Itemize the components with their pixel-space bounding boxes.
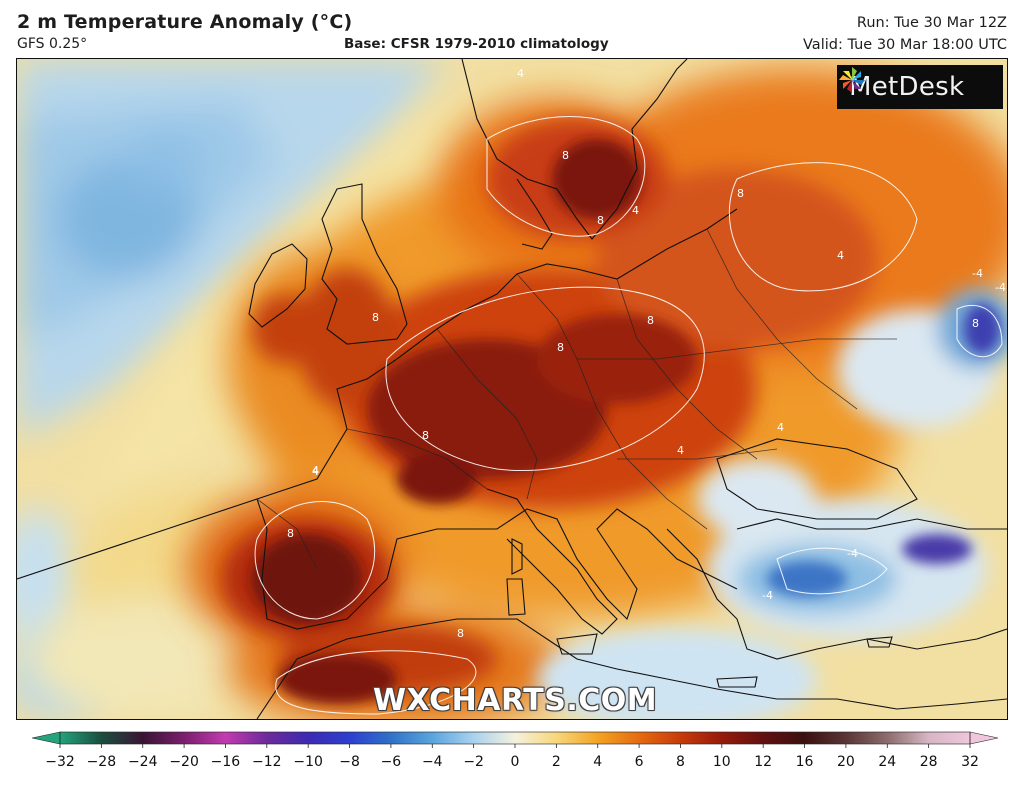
valid-time-label: Valid: Tue 30 Mar 18:00 UTC	[803, 37, 1007, 53]
colorbar-tick-label: −2	[463, 754, 484, 770]
colorbar-tick-label: 4	[593, 754, 602, 770]
contour-label: 8	[372, 311, 379, 324]
anomaly-map-canvas: 4 8 -4 4 8 8 4 8 -4 8 4 8 -4 8 4 8 -4 8 …	[17, 59, 1007, 719]
colorbar-tick-label: 20	[837, 754, 855, 770]
contour-label: 4	[677, 444, 684, 457]
anomaly-contours	[254, 116, 1003, 715]
colorbar-tick-label: −4	[422, 754, 443, 770]
colorbar-tick-label: 12	[754, 754, 772, 770]
colorbar-max-arrow	[969, 731, 999, 745]
contour-label: -4	[762, 589, 773, 602]
colorbar-tick-label: 10	[713, 754, 731, 770]
contour-labels: 4 8 -4 4 8 8 4 8 -4 8 4 8 -4 8 4 8 -4 8 …	[287, 67, 1006, 640]
contour-label: 4	[312, 465, 319, 478]
contour-label: 8	[647, 314, 654, 327]
colorbar-tick-label: 8	[676, 754, 685, 770]
contour-label: 4	[837, 249, 844, 262]
climatology-base-label: Base: CFSR 1979-2010 climatology	[344, 36, 609, 52]
contour-label: 4	[517, 67, 524, 80]
contour-label: 4	[777, 421, 784, 434]
colorbar-canvas: −32 −28 −24 −20 −16 −12 −10 −8 −6 −4 −2 0 2 4 6 8 10 12 16…	[31, 731, 999, 770]
contour-label: 8	[972, 317, 979, 330]
colorbar-tick-label: −12	[252, 754, 282, 770]
colorbar-tick-label: 16	[796, 754, 814, 770]
colorbar-gradient	[60, 732, 970, 744]
colorbar-min-arrow	[31, 731, 61, 745]
contour-label: 8	[562, 149, 569, 162]
colorbar-tick-label: 32	[961, 754, 979, 770]
run-time-label: Run: Tue 30 Mar 12Z	[856, 15, 1007, 31]
contour-label: 8	[457, 627, 464, 640]
colorbar-tick-label: −6	[381, 754, 402, 770]
wxcharts-watermark: WXCHARTS.COM	[373, 683, 658, 718]
pinwheel-icon	[839, 67, 865, 93]
contour-label: 8	[422, 429, 429, 442]
contour-label: -4	[847, 547, 858, 560]
colorbar-tick-label: 6	[635, 754, 644, 770]
chart-title: 2 m Temperature Anomaly (°C)	[17, 11, 353, 33]
contour-label: 8	[737, 187, 744, 200]
metdesk-logo: MetDesk	[837, 65, 1003, 109]
colorbar-tick-label: 24	[878, 754, 896, 770]
contour-label: 8	[287, 527, 294, 540]
colorbar-tick-label: −32	[45, 754, 75, 770]
colorbar-tick-label: 28	[920, 754, 938, 770]
colorbar: −32 −28 −24 −20 −16 −12 −10 −8 −6 −4 −2 0 2 4 6 8 10 12 16…	[0, 722, 1024, 784]
colorbar-tick-label: −20	[169, 754, 199, 770]
model-label: GFS 0.25°	[17, 36, 88, 52]
colorbar-tick-label: −10	[293, 754, 323, 770]
anomaly-map: 4 8 -4 4 8 8 4 8 -4 8 4 8 -4 8 4 8 -4 8 …	[16, 58, 1008, 720]
chart-header: 2 m Temperature Anomaly (°C) GFS 0.25° B…	[0, 0, 1024, 58]
colorbar-tick-label: −28	[87, 754, 117, 770]
contour-label: 8	[557, 341, 564, 354]
colorbar-tick-label: −8	[339, 754, 360, 770]
metdesk-logo-text: MetDesk	[849, 72, 965, 102]
contour-label: 4	[632, 204, 639, 217]
contour-label: -4	[972, 267, 983, 280]
colorbar-tick-label: −16	[211, 754, 241, 770]
contour-label: 4	[312, 464, 319, 477]
contour-label: -4	[995, 281, 1006, 294]
colorbar-tick-label: 2	[552, 754, 561, 770]
contour-label: 8	[597, 214, 604, 227]
colorbar-tick-label: −24	[128, 754, 158, 770]
colorbar-tick-label: 0	[511, 754, 520, 770]
coastlines	[17, 59, 1007, 719]
country-borders	[256, 228, 897, 570]
